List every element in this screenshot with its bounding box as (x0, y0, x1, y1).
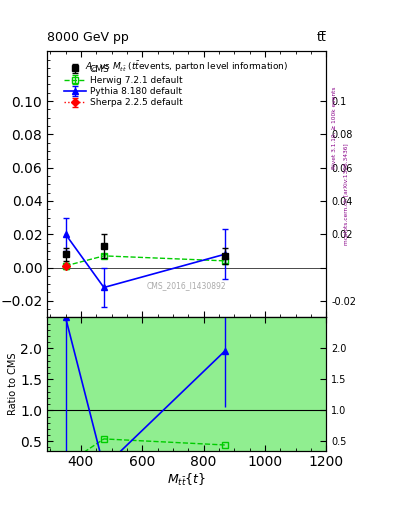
Text: 8000 GeV pp: 8000 GeV pp (47, 31, 129, 44)
Text: CMS_2016_I1430892: CMS_2016_I1430892 (147, 281, 226, 290)
Y-axis label: Ratio to CMS: Ratio to CMS (7, 353, 18, 415)
Text: $A_C$ vs $M_{t\bar{t}}$ ($t\bar{t}$events, parton level information): $A_C$ vs $M_{t\bar{t}}$ ($t\bar{t}$event… (85, 59, 288, 74)
Text: tt̅: tt̅ (316, 31, 326, 44)
X-axis label: $M_{t\bar{t}}$$\{t\}$: $M_{t\bar{t}}$$\{t\}$ (167, 472, 206, 488)
Text: Rivet 3.1.10, ≥ 100k events: Rivet 3.1.10, ≥ 100k events (332, 87, 337, 169)
Legend: CMS, Herwig 7.2.1 default, Pythia 8.180 default, Sherpa 2.2.5 default: CMS, Herwig 7.2.1 default, Pythia 8.180 … (60, 61, 186, 111)
Text: mcplots.cern.ch [arXiv:1306.3436]: mcplots.cern.ch [arXiv:1306.3436] (344, 144, 349, 245)
